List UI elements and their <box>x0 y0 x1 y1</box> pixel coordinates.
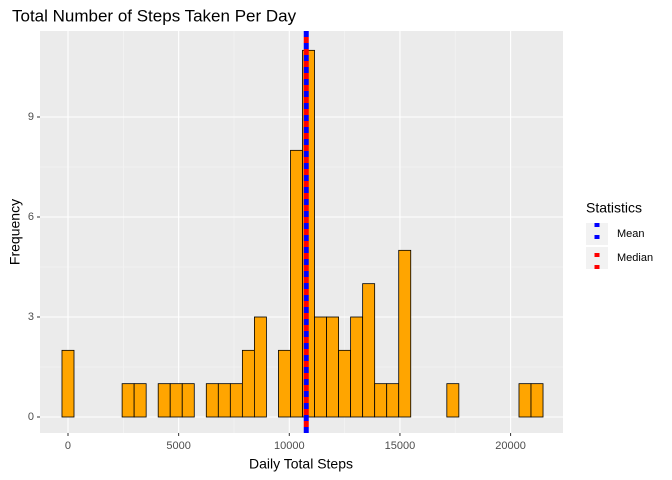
y-tick-label: 0 <box>28 411 34 423</box>
bar <box>121 383 135 418</box>
bar <box>157 383 171 418</box>
x-tick-label: 20000 <box>495 440 526 452</box>
x-tick-label: 15000 <box>385 440 416 452</box>
bar <box>278 349 291 418</box>
chart-title: Total Number of Steps Taken Per Day <box>12 6 297 25</box>
bar <box>217 383 231 418</box>
legend-label: Median <box>617 252 653 264</box>
bar <box>241 349 255 418</box>
bar <box>530 383 544 418</box>
y-tick-label: 9 <box>28 111 34 123</box>
bar <box>362 283 376 418</box>
bar <box>229 383 243 418</box>
bar <box>374 383 388 418</box>
bar <box>181 383 195 418</box>
bar <box>205 383 219 418</box>
bar <box>254 316 267 418</box>
bar <box>338 349 352 418</box>
legend-label: Mean <box>617 228 645 240</box>
bar <box>386 383 400 418</box>
y-tick-label: 6 <box>28 211 34 223</box>
bar <box>446 383 460 418</box>
bar <box>169 383 183 418</box>
bar <box>518 383 532 418</box>
x-tick-label: 5000 <box>166 440 190 452</box>
bar <box>290 149 303 418</box>
x-axis-label: Daily Total Steps <box>249 456 353 472</box>
y-axis-label: Frequency <box>7 199 23 265</box>
legend-key-bg <box>586 247 608 269</box>
x-tick-label: 0 <box>65 440 71 452</box>
legend-key-bg <box>586 223 608 245</box>
bar <box>133 383 147 418</box>
bar <box>350 316 364 418</box>
y-tick-label: 3 <box>28 311 34 323</box>
bar <box>61 349 75 418</box>
bar <box>398 249 412 418</box>
bar <box>326 316 339 418</box>
bar <box>314 316 327 418</box>
x-tick-label: 10000 <box>274 440 305 452</box>
legend-title: Statistics <box>586 200 642 216</box>
